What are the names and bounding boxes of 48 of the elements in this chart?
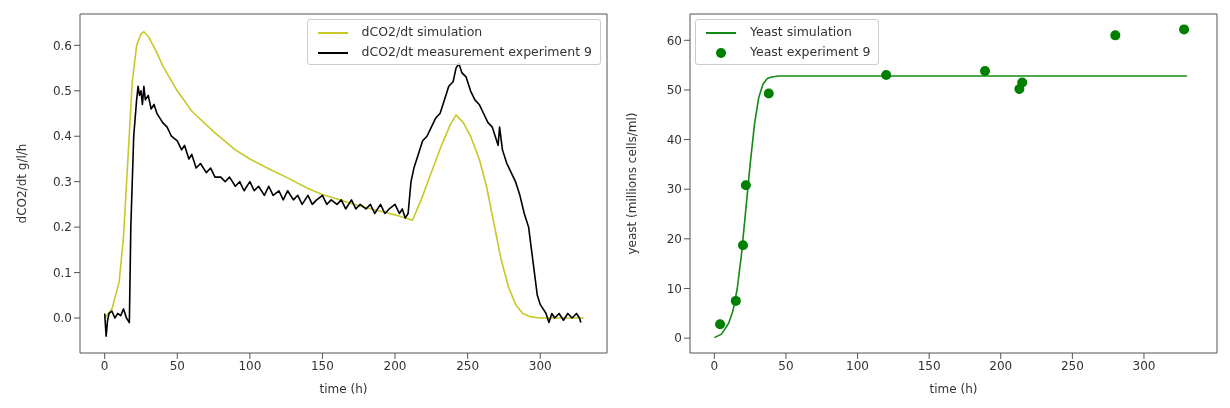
x-tick-label: 250 <box>456 358 480 373</box>
x-tick-label: 0 <box>710 358 719 373</box>
point <box>1110 30 1121 41</box>
x-tick-label: 50 <box>169 358 185 373</box>
y-tick-label: 20 <box>666 232 682 247</box>
point <box>980 66 991 77</box>
x-tick-label: 50 <box>778 358 794 373</box>
y-axis-title: yeast (millions cells/ml) <box>625 112 640 255</box>
x-tick-label: 200 <box>989 358 1013 373</box>
x-tick-label: 150 <box>311 358 334 373</box>
y-axis-title: dCO2/dt g/l/h <box>15 143 30 224</box>
point <box>737 240 748 251</box>
x-tick-label: 300 <box>528 358 552 373</box>
point <box>730 295 741 306</box>
y-tick-label: 30 <box>666 182 682 197</box>
y-tick-label: 60 <box>666 33 682 48</box>
y-tick-label: 0.1 <box>52 265 72 280</box>
x-tick-label: 100 <box>846 358 869 373</box>
y-tick-label: 0.0 <box>52 311 72 326</box>
line-series <box>103 62 582 337</box>
x-axis-title: time (h) <box>929 382 978 396</box>
y-tick-label: 0.5 <box>52 84 72 99</box>
x-tick-label: 150 <box>917 358 941 373</box>
x-tick-label: 300 <box>1132 358 1156 373</box>
point <box>1179 24 1190 35</box>
y-tick-label: 50 <box>666 83 682 98</box>
legend-label: dCO2/dt measurement experiment 9 <box>361 44 592 59</box>
x-tick-label: 0 <box>100 358 109 373</box>
y-tick-label: 0.4 <box>52 129 72 144</box>
x-tick-label: 100 <box>238 358 262 373</box>
y-tick-label: 10 <box>666 281 682 296</box>
point <box>715 319 726 330</box>
x-tick-label: 200 <box>383 358 407 373</box>
point <box>881 70 892 81</box>
legend-label: dCO2/dt simulation <box>361 24 483 39</box>
point <box>740 180 751 191</box>
legend-label: Yeast experiment 9 <box>750 44 871 59</box>
point <box>1017 77 1028 88</box>
y-tick-label: 0 <box>674 331 682 346</box>
x-tick-label: 250 <box>1060 358 1084 373</box>
y-tick-label: 0.3 <box>52 174 72 189</box>
y-tick-label: 40 <box>666 132 682 147</box>
point <box>763 88 774 99</box>
x-axis-title: time (h) <box>319 382 368 396</box>
y-tick-label: 0.2 <box>52 220 72 235</box>
y-tick-label: 0.6 <box>52 38 72 53</box>
line-series <box>713 75 1188 339</box>
legend-label: Yeast simulation <box>750 24 852 39</box>
